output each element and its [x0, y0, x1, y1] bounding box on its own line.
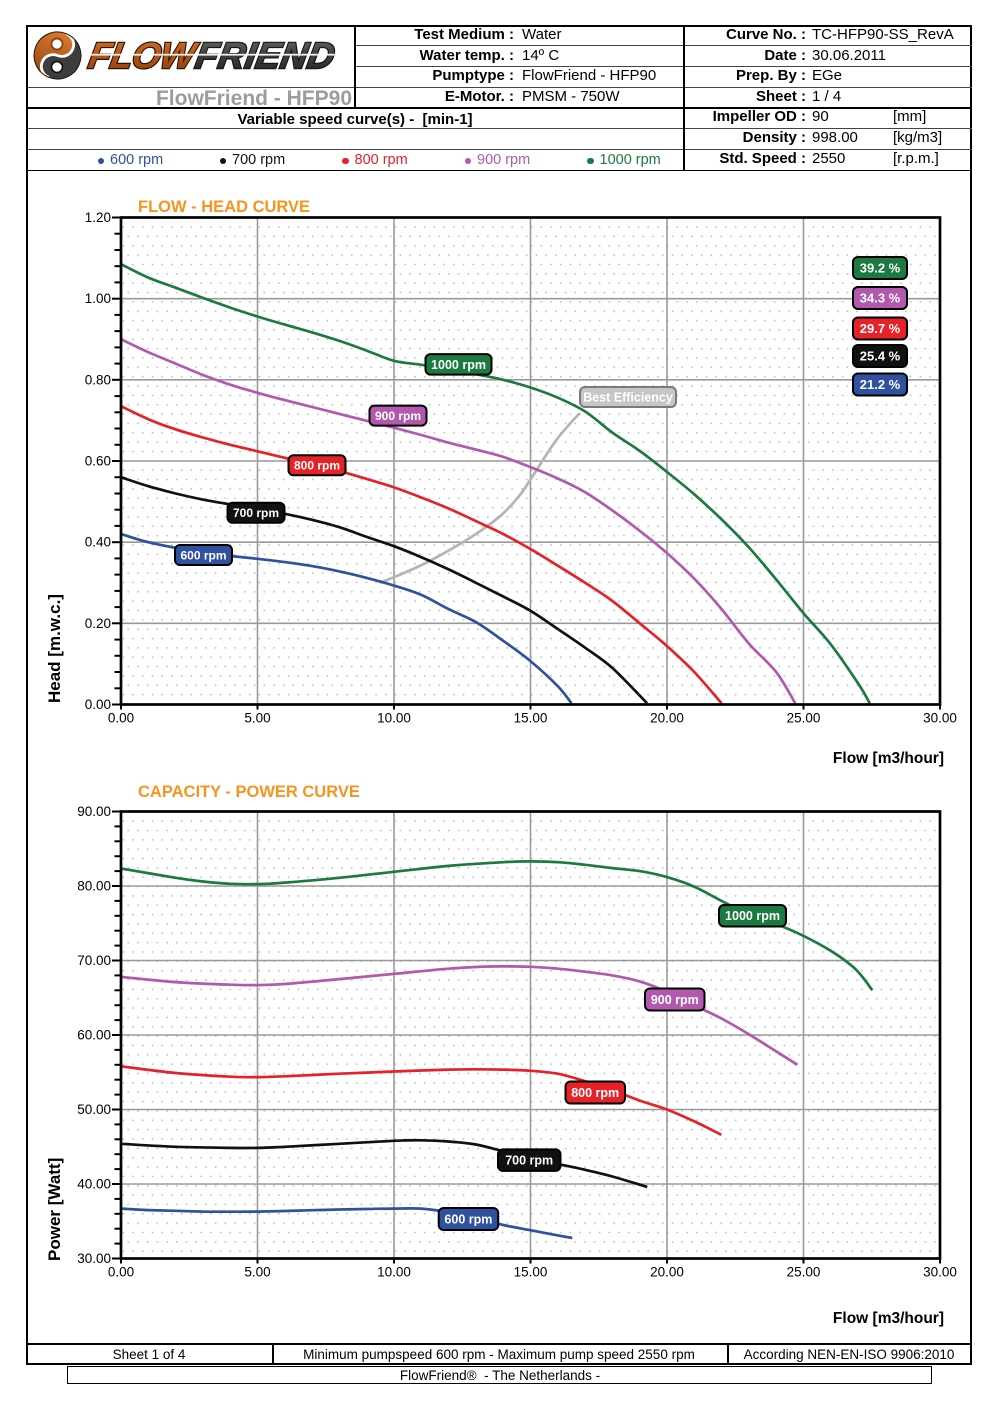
svg-text:25.00: 25.00 [787, 711, 821, 726]
svg-text:39.2 %: 39.2 % [860, 261, 901, 276]
svg-text:10.00: 10.00 [377, 1265, 411, 1280]
svg-text:0.60: 0.60 [85, 454, 111, 469]
svg-text:0.20: 0.20 [85, 616, 111, 631]
svg-text:Flow [m3/hour]: Flow [m3/hour] [833, 750, 944, 767]
svg-text:Power [Watt]: Power [Watt] [45, 1158, 64, 1261]
svg-text:80.00: 80.00 [77, 879, 111, 894]
svg-text:0.00: 0.00 [85, 697, 111, 712]
svg-text:30.00: 30.00 [923, 711, 957, 726]
svg-text:40.00: 40.00 [77, 1177, 111, 1192]
svg-text:Flow [m3/hour]: Flow [m3/hour] [833, 1310, 944, 1327]
svg-text:FLOW - HEAD CURVE: FLOW - HEAD CURVE [138, 198, 310, 216]
svg-text:30.00: 30.00 [77, 1251, 111, 1266]
svg-text:1000 rpm: 1000 rpm [725, 909, 780, 923]
svg-text:21.2 %: 21.2 % [860, 377, 901, 392]
svg-text:1000 rpm: 1000 rpm [431, 358, 486, 372]
svg-text:Best Efficiency: Best Efficiency [583, 391, 673, 405]
svg-text:34.3 %: 34.3 % [860, 291, 901, 306]
svg-text:800 rpm: 800 rpm [294, 459, 340, 473]
svg-text:0.00: 0.00 [108, 711, 134, 726]
svg-text:60.00: 60.00 [77, 1028, 111, 1043]
svg-text:15.00: 15.00 [514, 711, 548, 726]
svg-text:600 rpm: 600 rpm [444, 1213, 492, 1227]
svg-text:15.00: 15.00 [514, 1265, 548, 1280]
svg-text:30.00: 30.00 [923, 1265, 957, 1280]
svg-text:25.00: 25.00 [787, 1265, 821, 1280]
svg-text:0.00: 0.00 [108, 1265, 134, 1280]
svg-text:5.00: 5.00 [244, 1265, 270, 1280]
svg-text:25.4 %: 25.4 % [860, 349, 901, 364]
svg-text:20.00: 20.00 [650, 711, 684, 726]
svg-text:900 rpm: 900 rpm [651, 993, 699, 1007]
svg-text:50.00: 50.00 [77, 1102, 111, 1117]
svg-text:Head [m.w.c.]: Head [m.w.c.] [45, 594, 64, 703]
svg-text:29.7 %: 29.7 % [860, 321, 901, 336]
svg-text:700 rpm: 700 rpm [505, 1154, 553, 1168]
svg-text:70.00: 70.00 [77, 953, 111, 968]
svg-text:900 rpm: 900 rpm [375, 409, 421, 423]
svg-text:1.20: 1.20 [85, 210, 111, 225]
svg-text:0.40: 0.40 [85, 535, 111, 550]
svg-text:20.00: 20.00 [650, 1265, 684, 1280]
svg-text:700 rpm: 700 rpm [233, 506, 279, 520]
svg-text:10.00: 10.00 [377, 711, 411, 726]
svg-text:CAPACITY - POWER CURVE: CAPACITY - POWER CURVE [138, 783, 360, 801]
svg-text:800 rpm: 800 rpm [571, 1086, 619, 1100]
svg-text:1.00: 1.00 [85, 291, 111, 306]
svg-text:600 rpm: 600 rpm [180, 548, 226, 562]
svg-text:0.80: 0.80 [85, 372, 111, 387]
svg-text:5.00: 5.00 [244, 711, 270, 726]
svg-text:90.00: 90.00 [77, 804, 111, 819]
